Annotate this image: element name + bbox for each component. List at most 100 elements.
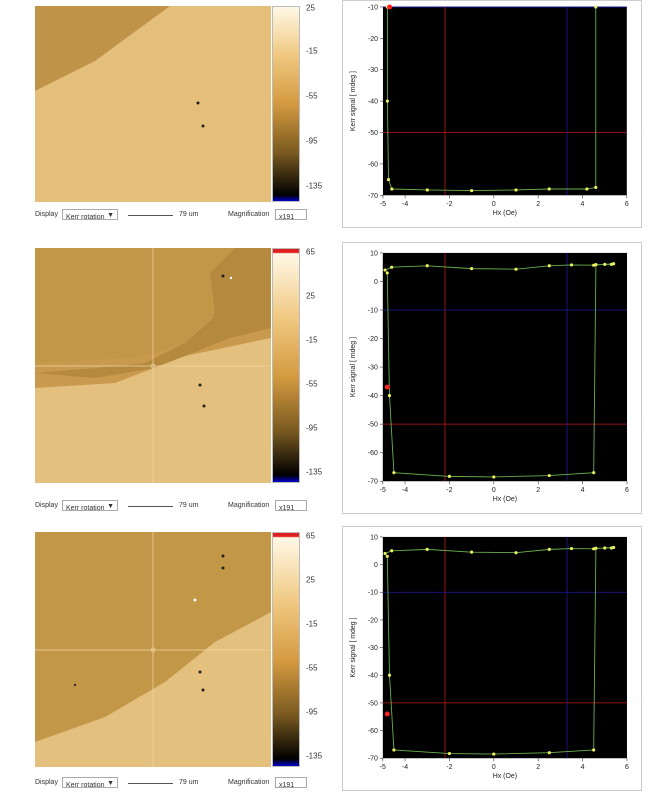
x-tick-label: -5 [380,764,386,771]
chevron-down-icon: ▼ [107,503,114,510]
data-point [470,188,474,193]
magnification-label: Magnification [228,211,270,218]
display-dropdown[interactable]: Kerr rotation ▼ [62,777,118,789]
current-point-marker [384,711,390,717]
data-point [603,262,607,266]
x-tick-label: -2 [446,487,452,494]
y-tick-label: 0 [374,562,378,569]
plot-area [382,536,627,759]
display-dropdown[interactable]: Kerr rotation ▼ [62,500,118,512]
y-axis-label: Kerr signal [ mdeg ] [350,337,357,397]
colorbar-2: 65 25 -15 -55 -95 -135 [272,248,332,483]
scale-bar-label: 79 um [179,779,199,786]
y-tick-label: -40 [368,673,378,680]
hysteresis-plot-2: -5 -4 -2 0 2 4 6 10 0 -10 -20 -30 -40 -50 -60 -70 Hx (Oe… [342,242,642,514]
y-tick-label: -60 [368,161,378,168]
data-point [470,267,474,271]
y-tick-label: -50 [368,700,378,707]
kerr-image-3[interactable] [35,532,271,767]
data-point [425,188,429,192]
y-tick-label: -10 [368,590,378,597]
x-tick-label: 0 [492,764,496,771]
data-point [609,262,614,266]
x-tick-label: 2 [536,201,540,208]
x-tick-label: 4 [581,487,585,494]
magnification-field[interactable]: x191 [275,777,307,789]
data-point [569,546,574,551]
x-tick-label: 0 [492,201,496,208]
data-point [392,471,396,475]
data-point [569,263,574,267]
colorbar-1: 25 -15 -55 -95 -135 [272,4,332,202]
controls-row-2: Display Kerr rotation ▼ 79 um Magnificati… [35,500,335,514]
colorbar-3-tick: -15 [306,619,318,629]
colorbar-3-tick: -55 [306,663,318,673]
display-dropdown[interactable]: Kerr rotation ▼ [62,209,118,221]
x-axis-label: Hx (Oe) [493,496,517,503]
kerr-image-1[interactable] [35,6,271,202]
colorbar-1-gradient [272,6,300,202]
y-axis-label: Kerr signal [ mdeg ] [350,617,357,677]
display-label: Display [35,502,58,509]
colorbar-2-gradient [272,248,300,483]
x-tick-label: 6 [625,764,629,771]
display-label: Display [35,211,58,218]
data-point [609,546,614,550]
y-tick-label: -20 [368,336,378,343]
y-tick-label: -20 [368,36,378,43]
magnification-field[interactable]: x191 [275,500,307,512]
data-point [514,188,518,192]
colorbar-3-gradient [272,532,300,767]
colorbar-2-tick: -135 [306,467,323,477]
colorbar-1-tick: -95 [306,136,318,146]
data-point [447,474,451,478]
magnification-label: Magnification [228,502,270,509]
y-tick-label: -20 [368,617,378,624]
data-point [603,546,607,550]
kerr-image-2-canvas [35,248,271,483]
y-axis-label: Kerr signal [ mdeg ] [350,71,357,131]
current-point-marker [384,384,390,390]
scale-bar [128,783,173,784]
kerr-image-2[interactable] [35,248,271,483]
data-point [387,394,392,398]
scale-bar [128,215,173,216]
y-tick-label: -50 [368,130,378,137]
data-point [547,547,551,551]
colorbar-3-tick: 65 [306,531,315,541]
colorbar-2-tick: 65 [306,247,315,257]
x-tick-label: -4 [402,201,408,208]
magnification-field[interactable]: x191 [275,209,307,221]
colorbar-2-tick: 25 [306,291,315,301]
y-tick-label: -30 [368,645,378,652]
colorbar-3: 65 25 -15 -55 -95 -135 [272,532,332,767]
colorbar-1-tick: -55 [306,91,318,101]
colorbar-2-tick: -95 [306,423,318,433]
plot-area [382,252,627,482]
data-point [547,187,551,191]
current-point-marker [387,4,393,10]
data-point [585,187,589,191]
y-tick-label: -40 [368,99,378,106]
x-tick-label: 2 [536,487,540,494]
x-tick-label: -5 [380,487,386,494]
data-point [594,546,598,550]
data-point [390,187,394,191]
data-point [547,751,551,755]
y-tick-label: 10 [370,534,378,541]
colorbar-3-tick: 25 [306,575,315,585]
x-tick-label: -4 [402,764,408,771]
controls-row-1: Display Kerr rotation ▼ 79 um Magnificati… [35,209,335,223]
display-label: Display [35,779,58,786]
y-tick-label: -70 [368,756,378,763]
data-point [592,471,596,475]
hysteresis-plot-1: -5 -4 -2 0 2 4 6 -10 -20 -30 -40 -50 -60 -70 Hx (Oe) Ke… [342,0,642,228]
data-point [547,473,551,478]
panel-1: 25 -15 -55 -95 -135 Display Kerr rotatio… [0,0,650,230]
y-tick-label: -30 [368,67,378,74]
data-point [385,99,389,103]
colorbar-1-tick: -15 [306,46,318,56]
colorbar-3-tick: -135 [306,751,323,761]
